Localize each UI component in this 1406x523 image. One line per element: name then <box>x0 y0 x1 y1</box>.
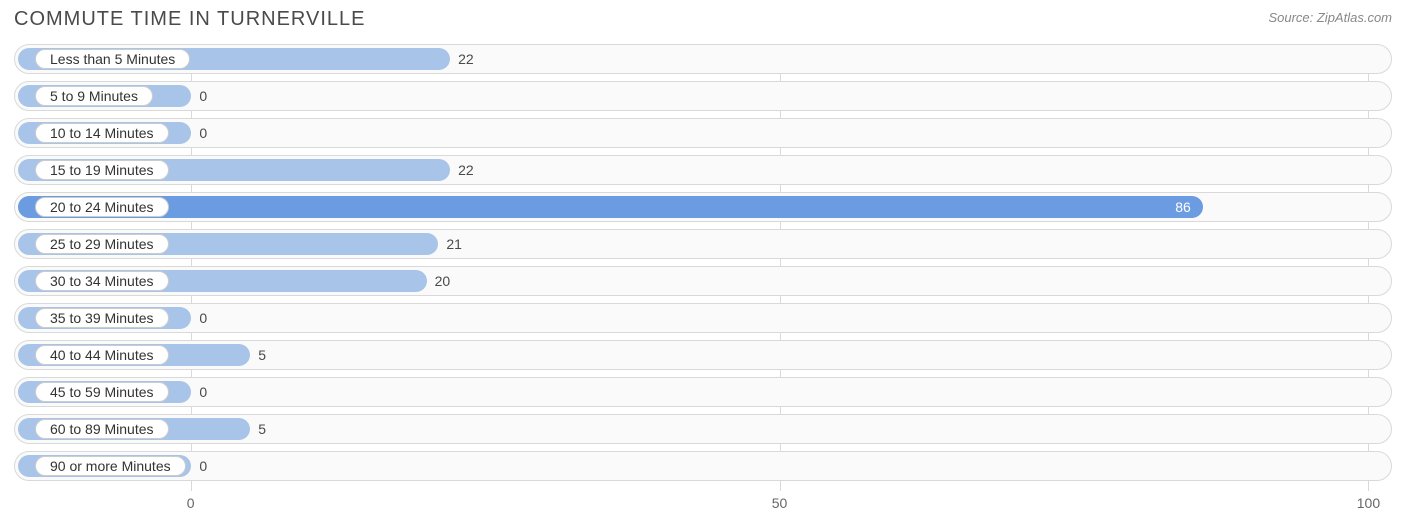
bar-category-label: 40 to 44 Minutes <box>35 345 169 365</box>
bar-row: 5 to 9 Minutes 0 <box>14 81 1392 111</box>
bar-row: 10 to 14 Minutes 0 <box>14 118 1392 148</box>
bar-row: 45 to 59 Minutes 0 <box>14 377 1392 407</box>
bar-category-label: 90 or more Minutes <box>35 456 186 476</box>
bar-row: 25 to 29 Minutes 21 <box>14 229 1392 259</box>
bar-category-label: 45 to 59 Minutes <box>35 382 169 402</box>
bar-value-label: 20 <box>427 267 451 295</box>
bar-value-label: 0 <box>191 304 207 332</box>
bar-row: 30 to 34 Minutes 20 <box>14 266 1392 296</box>
bar-category-label: 60 to 89 Minutes <box>35 419 169 439</box>
x-axis: 0 50 100 <box>14 495 1392 515</box>
bar-category-label: 25 to 29 Minutes <box>35 234 169 254</box>
bar-category-label: 30 to 34 Minutes <box>35 271 169 291</box>
bar-value-label: 21 <box>438 230 462 258</box>
bar-row: 20 to 24 Minutes 86 <box>14 192 1392 222</box>
plot-area: Less than 5 Minutes225 to 9 Minutes010 t… <box>14 44 1392 491</box>
bar-fill <box>18 196 1203 218</box>
bar-row: 15 to 19 Minutes 22 <box>14 155 1392 185</box>
chart-container: COMMUTE TIME IN TURNERVILLE Source: ZipA… <box>0 0 1406 523</box>
bar-value-label: 0 <box>191 119 207 147</box>
bar-row: 90 or more Minutes0 <box>14 451 1392 481</box>
bar-value-label: 0 <box>191 452 207 480</box>
bar-category-label: 20 to 24 Minutes <box>35 197 169 217</box>
bar-row: 35 to 39 Minutes 0 <box>14 303 1392 333</box>
bar-row: 60 to 89 Minutes 5 <box>14 414 1392 444</box>
chart-title: COMMUTE TIME IN TURNERVILLE <box>14 8 366 31</box>
x-tick-label: 100 <box>1357 495 1380 511</box>
bar-category-label: 10 to 14 Minutes <box>35 123 169 143</box>
bar-row: 40 to 44 Minutes 5 <box>14 340 1392 370</box>
bar-value-label: 5 <box>250 341 266 369</box>
x-tick-label: 50 <box>772 495 788 511</box>
bar-category-label: 15 to 19 Minutes <box>35 160 169 180</box>
bar-category-label: 35 to 39 Minutes <box>35 308 169 328</box>
bar-category-label: 5 to 9 Minutes <box>35 86 153 106</box>
bar-value-label: 5 <box>250 415 266 443</box>
x-tick-label: 0 <box>187 495 195 511</box>
bar-value-label: 0 <box>191 82 207 110</box>
source-label: Source: ZipAtlas.com <box>1268 10 1392 25</box>
bar-category-label: Less than 5 Minutes <box>35 49 190 69</box>
bar-value-label: 22 <box>450 45 474 73</box>
bar-row: Less than 5 Minutes 22 <box>14 44 1392 74</box>
bar-value-label: 86 <box>1175 193 1203 221</box>
bar-value-label: 0 <box>191 378 207 406</box>
bar-value-label: 22 <box>450 156 474 184</box>
